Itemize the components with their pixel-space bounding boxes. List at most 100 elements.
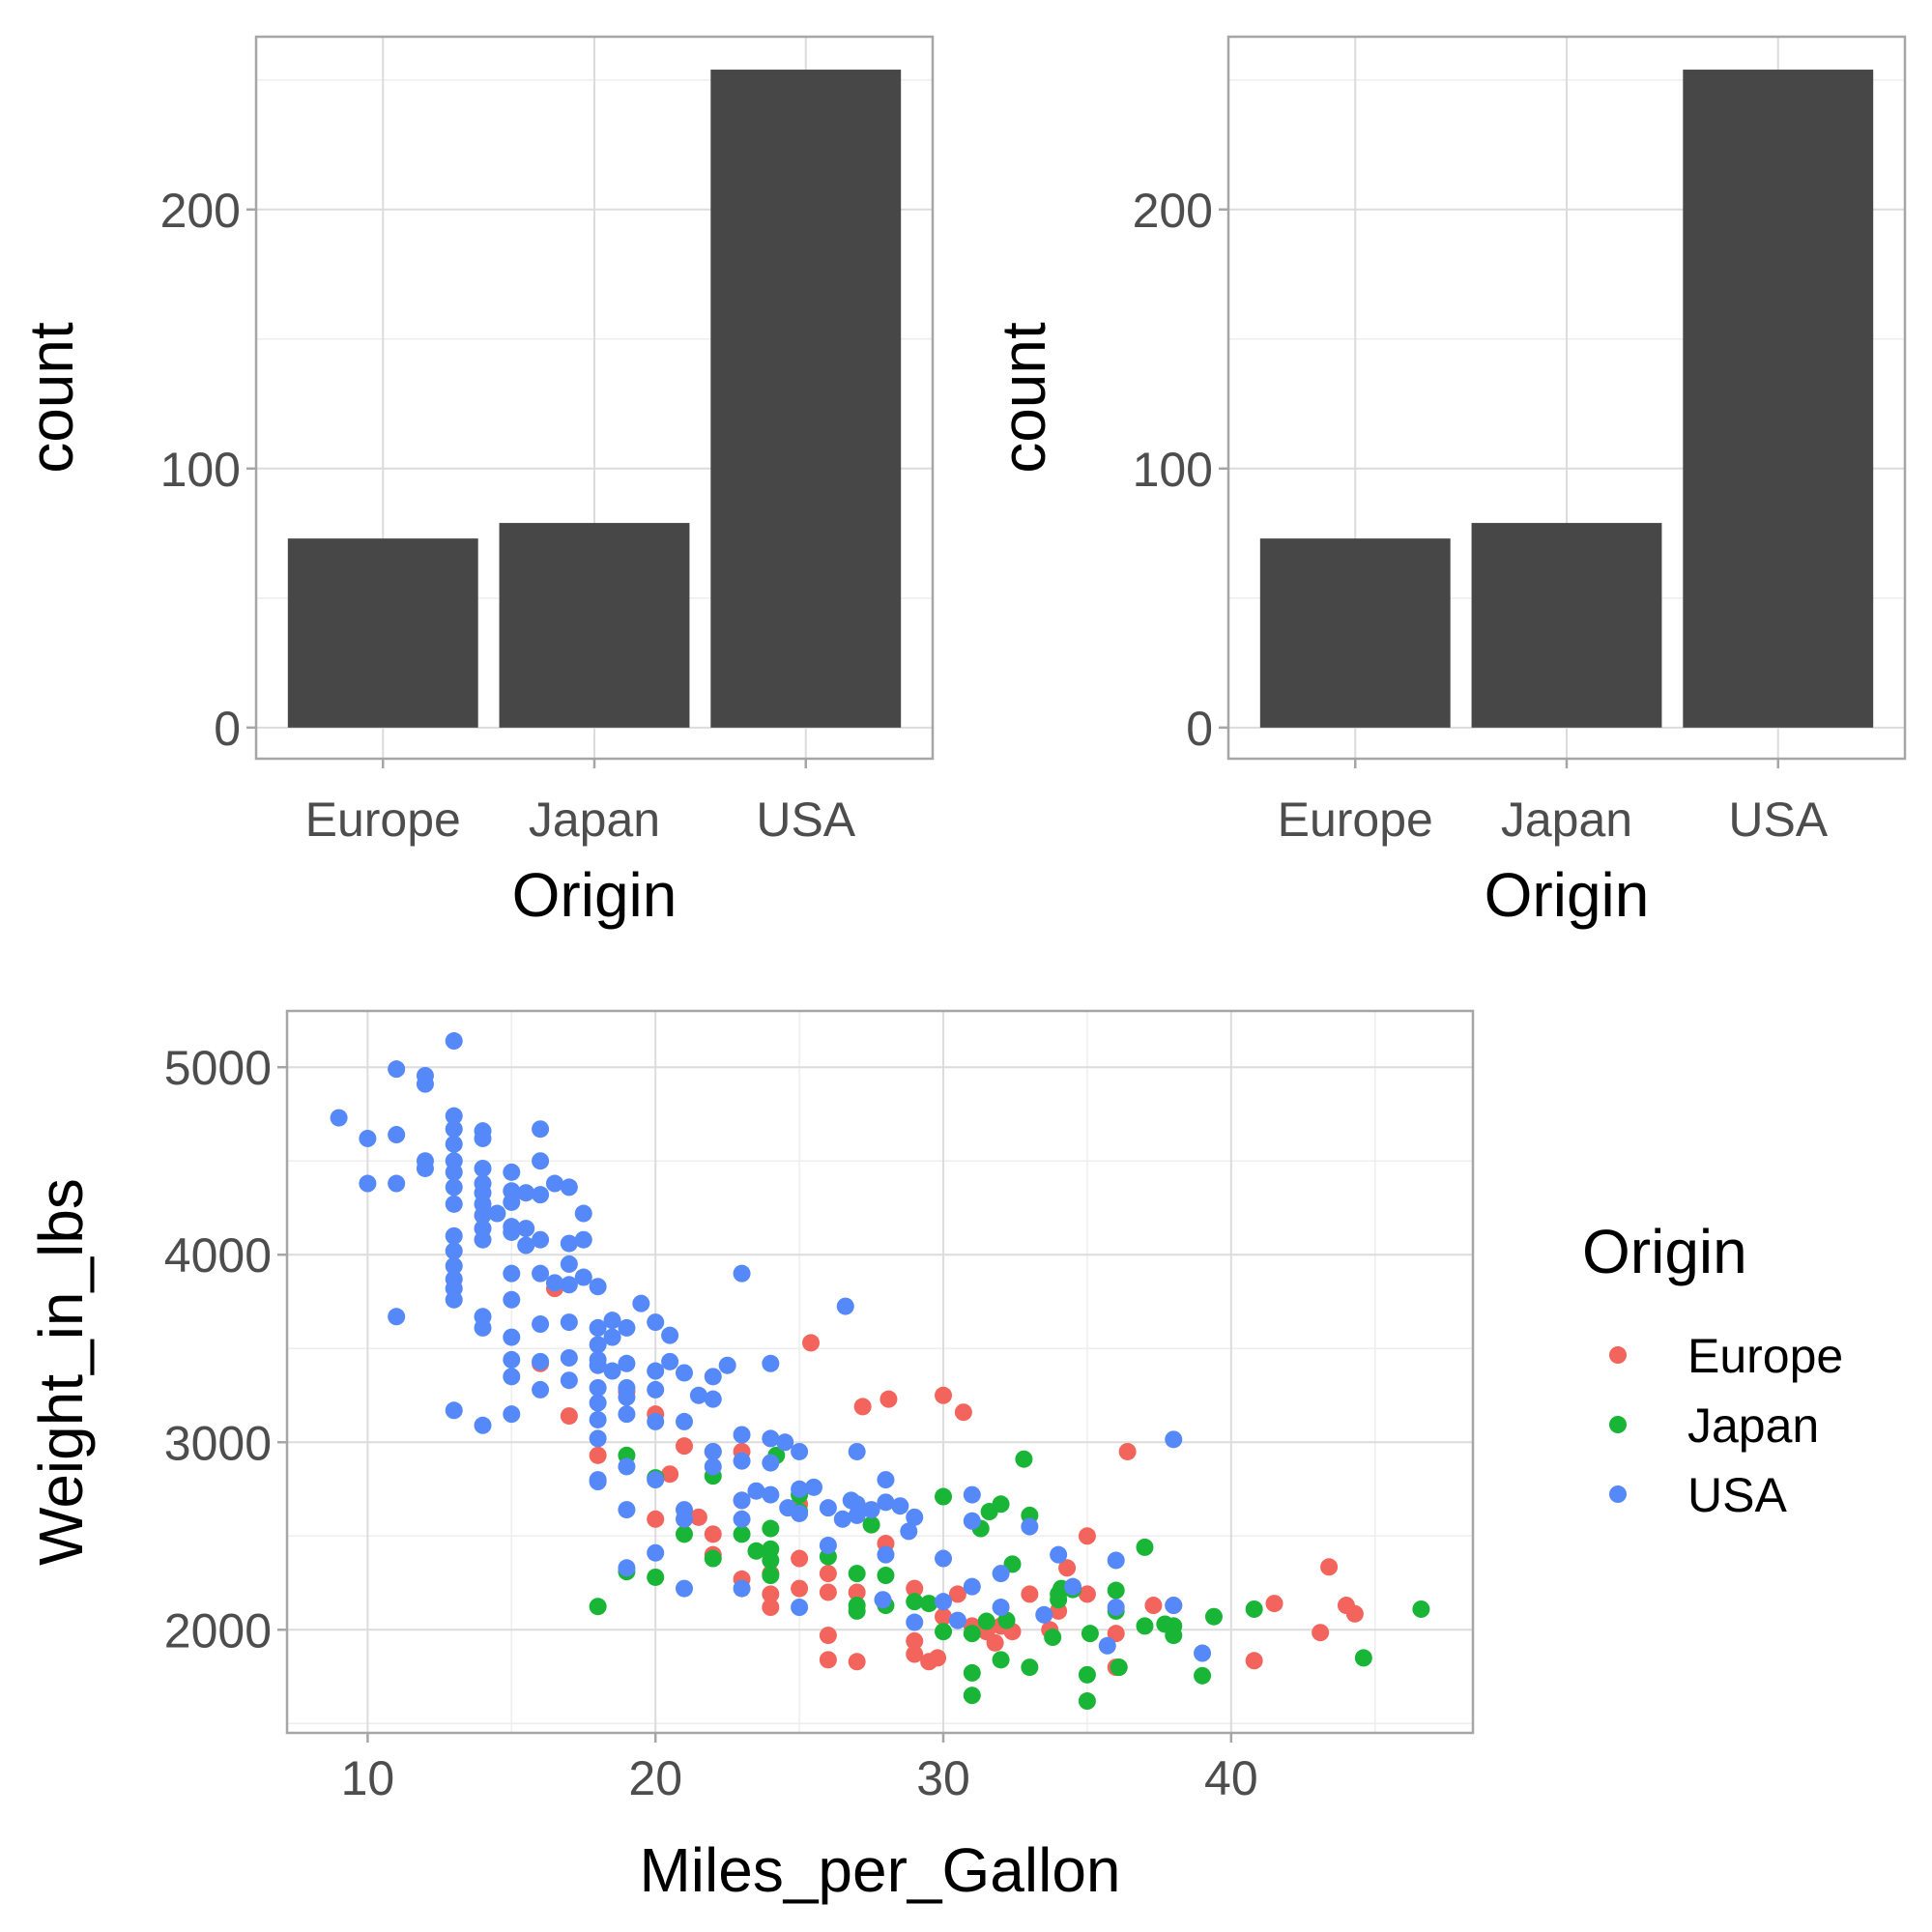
point-japan	[963, 1687, 981, 1705]
point-japan	[747, 1542, 765, 1560]
point-usa	[445, 1107, 463, 1125]
point-usa	[733, 1452, 751, 1470]
point-usa	[560, 1348, 578, 1367]
point-usa	[762, 1354, 780, 1372]
point-japan	[963, 1663, 981, 1682]
point-japan	[1165, 1627, 1183, 1645]
legend-label-usa: USA	[1687, 1468, 1787, 1522]
point-europe	[704, 1525, 722, 1543]
point-europe	[853, 1398, 872, 1416]
point-usa	[359, 1174, 377, 1193]
panel-border	[285, 1009, 1475, 1735]
point-europe	[802, 1334, 821, 1352]
point-usa	[330, 1109, 348, 1127]
point-usa	[560, 1313, 578, 1332]
point-usa	[733, 1510, 751, 1528]
point-usa	[589, 1394, 607, 1412]
y-tick-label: 5000	[164, 1041, 272, 1095]
point-usa	[647, 1471, 665, 1489]
point-usa	[862, 1501, 880, 1519]
point-usa	[948, 1611, 966, 1629]
point-usa	[1107, 1599, 1125, 1617]
point-usa	[445, 1032, 463, 1051]
point-usa	[733, 1426, 751, 1444]
x-tick-label: 30	[916, 1751, 970, 1805]
bar-europe	[287, 538, 478, 728]
point-japan	[963, 1625, 981, 1643]
point-usa	[445, 1401, 463, 1420]
point-japan	[848, 1601, 866, 1620]
point-usa	[603, 1312, 621, 1330]
point-usa	[532, 1380, 550, 1399]
point-usa	[647, 1313, 665, 1332]
point-usa	[963, 1485, 981, 1504]
point-usa	[1194, 1644, 1212, 1662]
point-usa	[532, 1152, 550, 1170]
x-tick-label: 10	[341, 1751, 395, 1805]
point-europe	[1345, 1604, 1364, 1623]
y-axis-title: count	[989, 322, 1058, 474]
point-usa	[689, 1386, 707, 1404]
legend-key-usa	[1609, 1485, 1627, 1503]
point-japan	[877, 1567, 895, 1585]
point-usa	[992, 1565, 1010, 1583]
point-japan	[1204, 1607, 1223, 1626]
point-usa	[992, 1599, 1010, 1617]
point-usa	[560, 1371, 578, 1390]
point-usa	[848, 1506, 866, 1524]
point-japan	[762, 1519, 780, 1538]
point-japan	[935, 1487, 953, 1506]
point-usa	[675, 1579, 693, 1598]
point-japan	[1015, 1450, 1033, 1468]
point-usa	[1165, 1430, 1183, 1449]
point-europe	[1265, 1595, 1283, 1613]
point-usa	[848, 1442, 866, 1460]
point-usa	[503, 1163, 521, 1181]
point-usa	[517, 1236, 535, 1254]
point-usa	[532, 1264, 550, 1283]
point-europe	[935, 1386, 953, 1404]
x-tick-label: Japan	[529, 793, 660, 847]
point-japan	[997, 1611, 1016, 1629]
point-usa	[661, 1352, 679, 1370]
point-usa	[474, 1206, 492, 1225]
legend-key-japan	[1609, 1416, 1627, 1433]
point-japan	[1081, 1625, 1099, 1643]
point-usa	[532, 1186, 550, 1204]
point-usa	[445, 1242, 463, 1260]
point-usa	[589, 1378, 607, 1397]
point-usa	[704, 1368, 722, 1386]
point-usa	[445, 1256, 463, 1275]
point-usa	[618, 1457, 636, 1476]
legend-label-europe: Europe	[1687, 1329, 1843, 1383]
point-usa	[603, 1328, 621, 1346]
point-usa	[935, 1593, 953, 1611]
x-axis-title: Origin	[1485, 860, 1650, 930]
bar-japan	[499, 523, 690, 728]
point-usa	[589, 1336, 607, 1354]
point-japan	[920, 1595, 938, 1613]
point-usa	[675, 1412, 693, 1430]
point-usa	[632, 1294, 650, 1312]
point-europe	[819, 1583, 837, 1601]
point-usa	[1098, 1636, 1116, 1655]
point-usa	[762, 1429, 780, 1448]
point-europe	[906, 1631, 924, 1650]
point-japan	[1412, 1600, 1430, 1618]
x-tick-label: USA	[1728, 793, 1828, 847]
point-europe	[848, 1583, 866, 1601]
point-japan	[1078, 1665, 1096, 1684]
point-usa	[718, 1356, 736, 1374]
legend: Origin Europe Japan USA	[1582, 1217, 1843, 1522]
point-usa	[747, 1482, 765, 1500]
point-europe	[791, 1579, 809, 1598]
point-usa	[791, 1480, 809, 1498]
point-europe	[819, 1651, 837, 1669]
point-japan	[992, 1651, 1010, 1669]
point-usa	[503, 1328, 521, 1346]
point-usa	[647, 1380, 665, 1399]
point-japan	[704, 1549, 722, 1568]
point-usa	[589, 1318, 607, 1337]
point-usa	[647, 1412, 665, 1430]
point-europe	[935, 1607, 953, 1626]
